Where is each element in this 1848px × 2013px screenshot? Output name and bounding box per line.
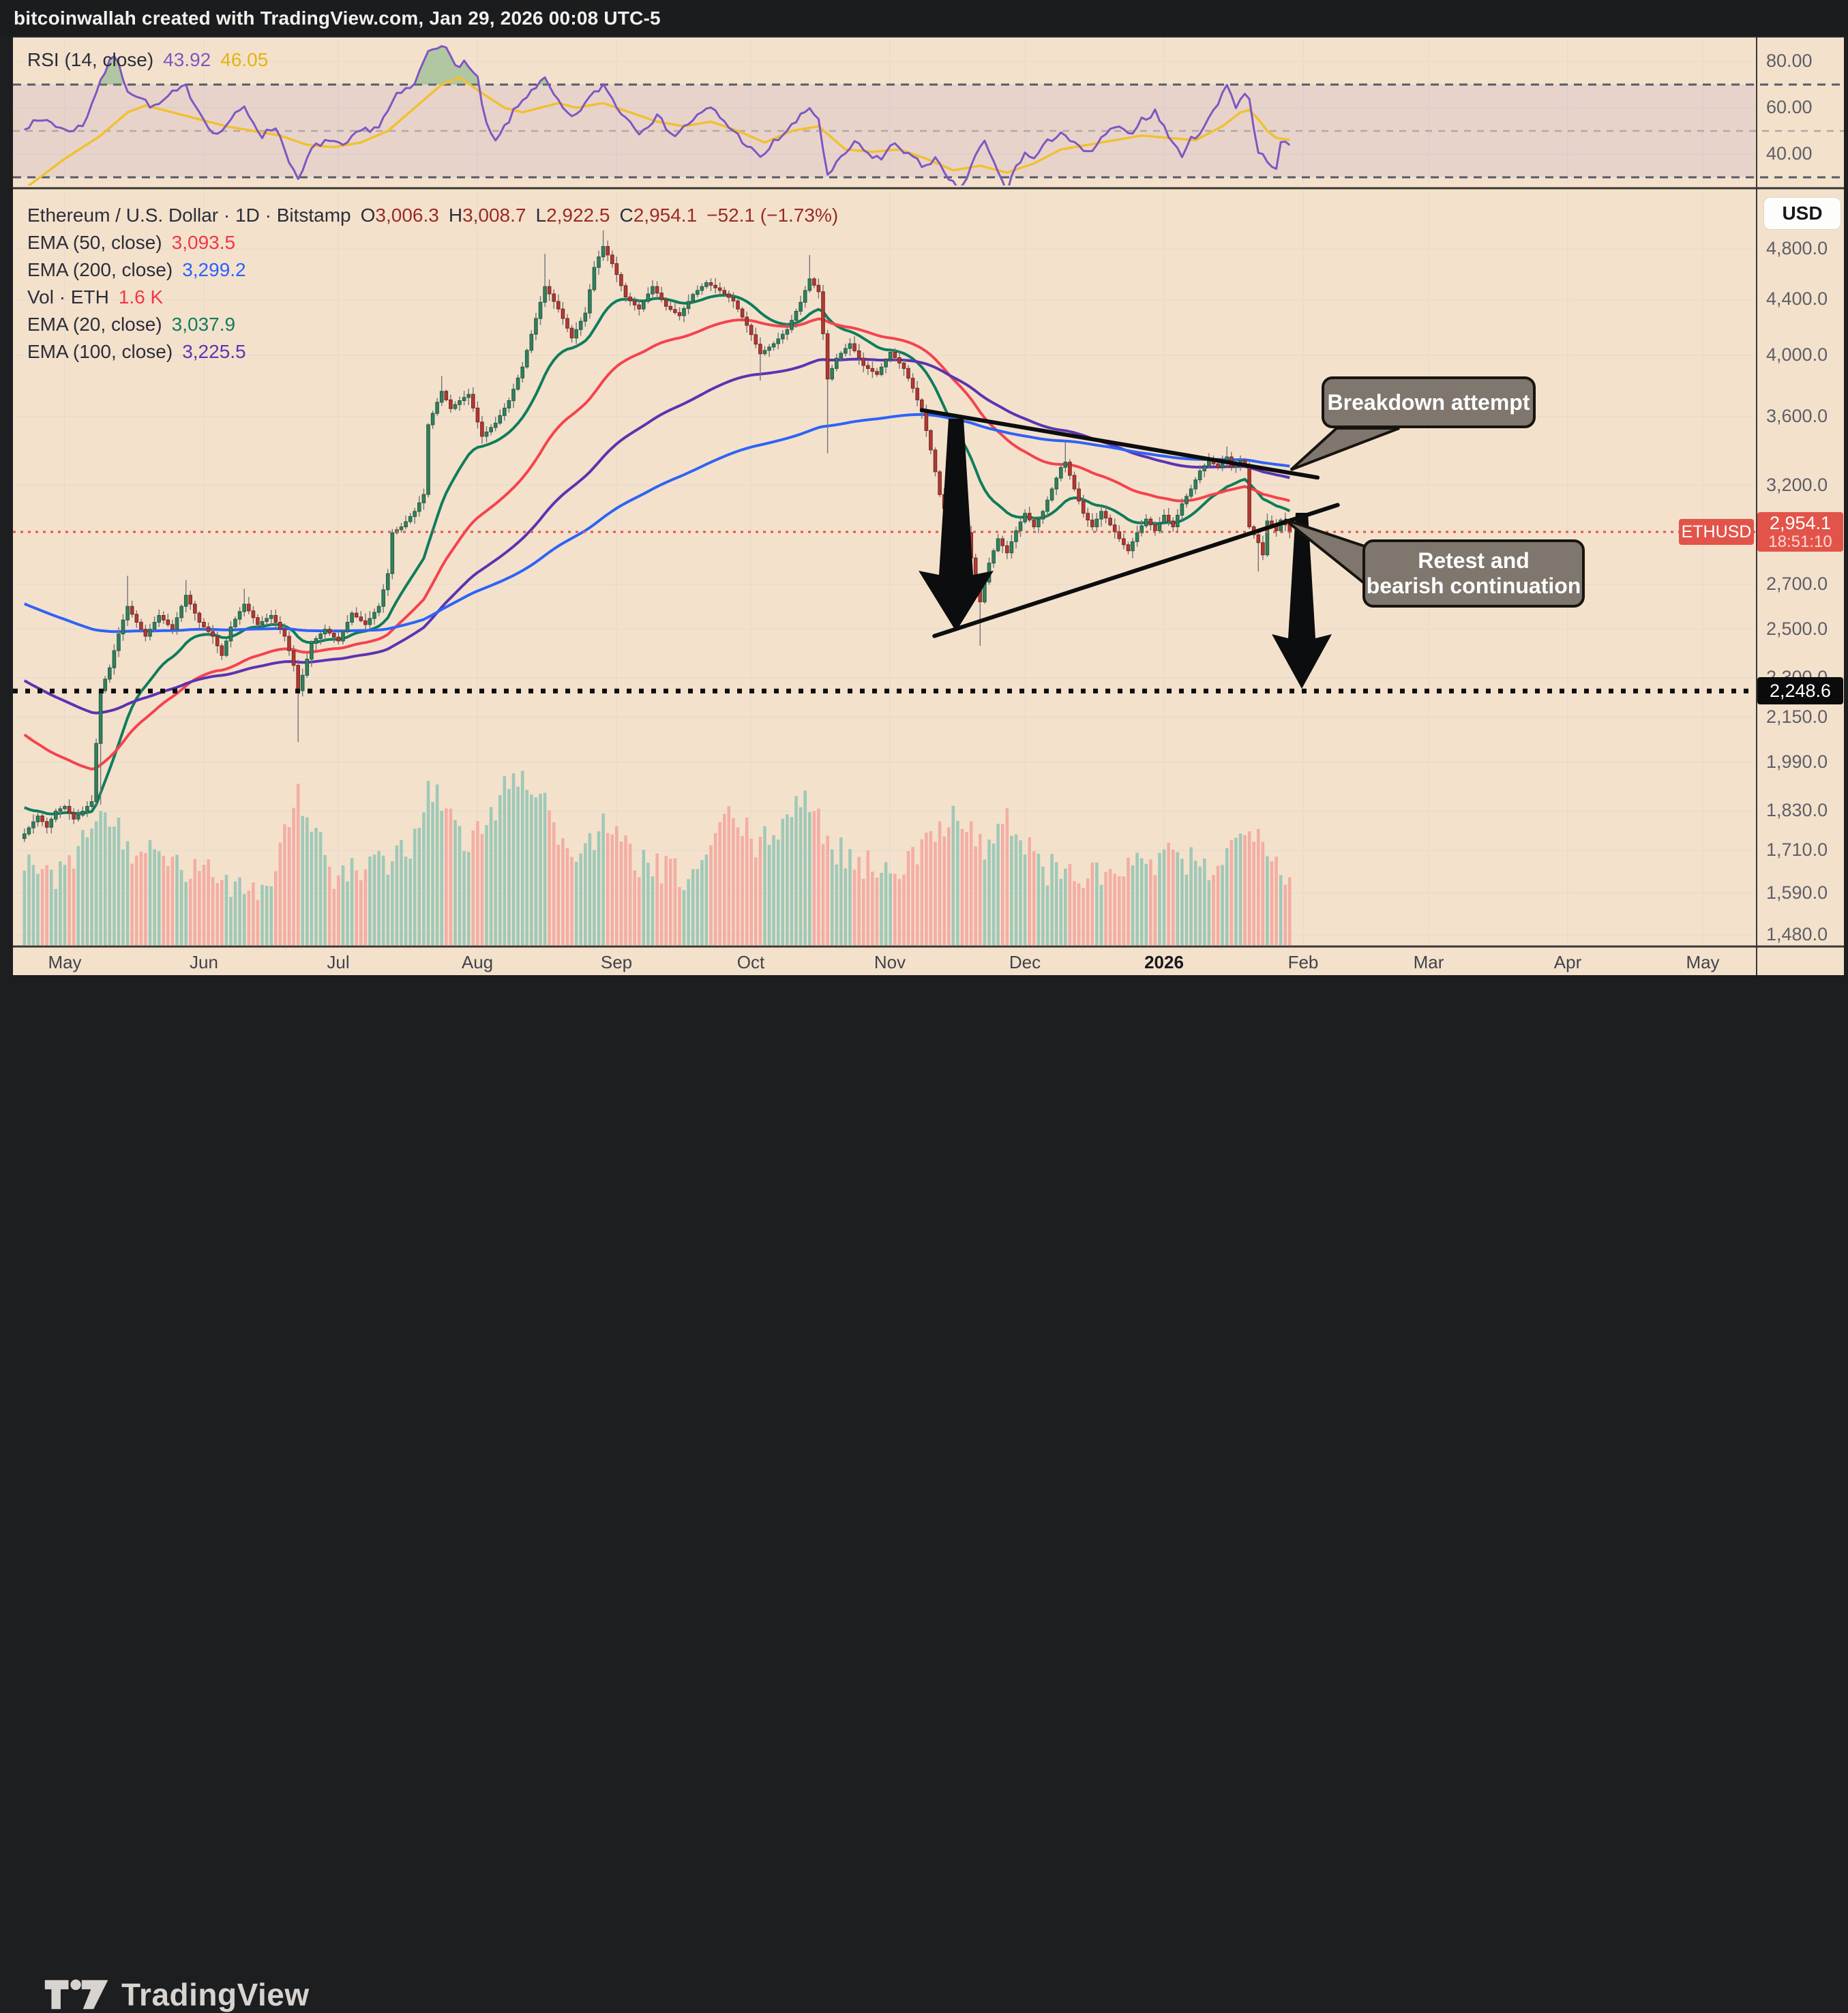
time-axis-label: Oct (736, 952, 765, 972)
attribution-bar: bitcoinwallah created with TradingView.c… (0, 0, 1848, 36)
price-axis[interactable]: 4,800.0 4,400.0 4,000.0 3,600.0 3,200.0 2,700… (1757, 36, 1844, 975)
tradingview-logo-icon (44, 1979, 108, 2010)
support-level-tag: 2,248.6 (1757, 677, 1843, 705)
rsi-line (24, 45, 1291, 185)
trendline-descending-resistance[interactable] (919, 408, 1320, 480)
time-axis[interactable]: May Jun Jul Aug Sep Oct Nov Dec 2026 Feb Mar Apr May (13, 947, 1844, 975)
study-legend-ema20[interactable]: EMA (20, close) 3,037.9 (27, 314, 236, 335)
ema-50-line (23, 317, 1290, 771)
rsi-value: 43.92 (163, 49, 211, 70)
price-tick-label: 1,990.0 (1766, 751, 1828, 772)
price-tick-label: 2,700.0 (1766, 573, 1828, 594)
price-tick-label: 1,480.0 (1766, 923, 1828, 944)
time-axis-label: Jul (327, 952, 350, 972)
study-legend-volume[interactable]: Vol · ETH 1.6 K (27, 286, 164, 308)
rsi-ma-value: 46.05 (220, 49, 269, 70)
time-axis-label: Dec (1009, 952, 1041, 972)
last-price-tag: 2,954.1 18:51:10 (1757, 512, 1843, 552)
study-legend-ema100[interactable]: EMA (100, close) 3,225.5 (27, 341, 246, 362)
callout-breakdown-attempt[interactable]: Breakdown attempt (1322, 376, 1536, 428)
time-axis-label: May (1686, 952, 1720, 972)
ohlc-close: C2,954.1 (619, 205, 698, 226)
continuation-arrow[interactable] (1272, 513, 1332, 689)
time-axis-label: Aug (461, 952, 494, 972)
time-axis-label: May (48, 952, 82, 972)
ohlc-open: O3,006.3 (360, 205, 439, 226)
ohlc-change: −52.1 (−1.73%) (706, 205, 839, 226)
attribution-text: bitcoinwallah created with TradingView.c… (14, 7, 661, 29)
price-tick-label: 1,830.0 (1766, 800, 1828, 821)
time-axis-label: Sep (600, 952, 633, 972)
ohlc-high: H3,008.7 (448, 205, 526, 226)
time-axis-label: Apr (1553, 952, 1582, 972)
tradingview-wordmark: TradingView (121, 1977, 310, 2012)
ema-100-line (23, 357, 1290, 715)
price-tick-label: 3,600.0 (1766, 405, 1828, 426)
time-axis-label: Nov (874, 952, 906, 972)
footer-bar: TradingView (0, 975, 1848, 2012)
rsi-legend[interactable]: RSI (14, close) 43.92 46.05 (27, 49, 268, 71)
study-legend-ema50[interactable]: EMA (50, close) 3,093.5 (27, 232, 236, 253)
rsi-series (24, 45, 1291, 185)
rsi-tick-label: 60.00 (1766, 97, 1813, 117)
time-axis-label: 2026 (1144, 952, 1184, 972)
price-tick-label: 4,000.0 (1766, 344, 1828, 365)
callout-retest-continuation[interactable]: Retest and bearish continuation (1362, 539, 1585, 608)
time-axis-label: Jun (190, 952, 218, 972)
symbol-legend[interactable]: Ethereum / U.S. Dollar · 1D · Bitstamp O… (27, 205, 838, 226)
time-axis-label: Mar (1413, 952, 1444, 972)
price-tick-label: 4,400.0 (1766, 288, 1828, 310)
study-legend-ema200[interactable]: EMA (200, close) 3,299.2 (27, 259, 246, 280)
price-tick-label: 1,710.0 (1766, 839, 1828, 861)
rsi-tick-label: 80.00 (1766, 50, 1813, 71)
bar-countdown: 18:51:10 (1768, 532, 1832, 551)
rsi-tick-label: 40.00 (1766, 143, 1813, 164)
symbol-title: Ethereum / U.S. Dollar · 1D · Bitstamp (27, 205, 351, 226)
price-tick-label: 2,150.0 (1766, 706, 1828, 727)
price-tick-label: 4,800.0 (1766, 238, 1828, 258)
volume-series (23, 771, 1292, 945)
rsi-legend-label: RSI (14, close) (27, 49, 154, 70)
price-tick-label: 2,500.0 (1766, 618, 1828, 639)
time-axis-label: Feb (1287, 952, 1319, 972)
price-tick-label: 1,590.0 (1766, 882, 1828, 903)
chart-canvas (13, 36, 1844, 975)
trendline-ascending-support[interactable] (932, 503, 1340, 638)
price-tick-label: 3,200.0 (1766, 474, 1828, 495)
currency-usd-button[interactable]: USD (1763, 197, 1841, 230)
breakdown-arrow[interactable] (919, 419, 994, 631)
ethusd-price-line-tag: ETHUSD (1679, 519, 1754, 546)
ema-200-line (24, 413, 1290, 633)
ohlc-low: L2,922.5 (535, 205, 610, 226)
callout-pointer-1 (1290, 427, 1400, 471)
